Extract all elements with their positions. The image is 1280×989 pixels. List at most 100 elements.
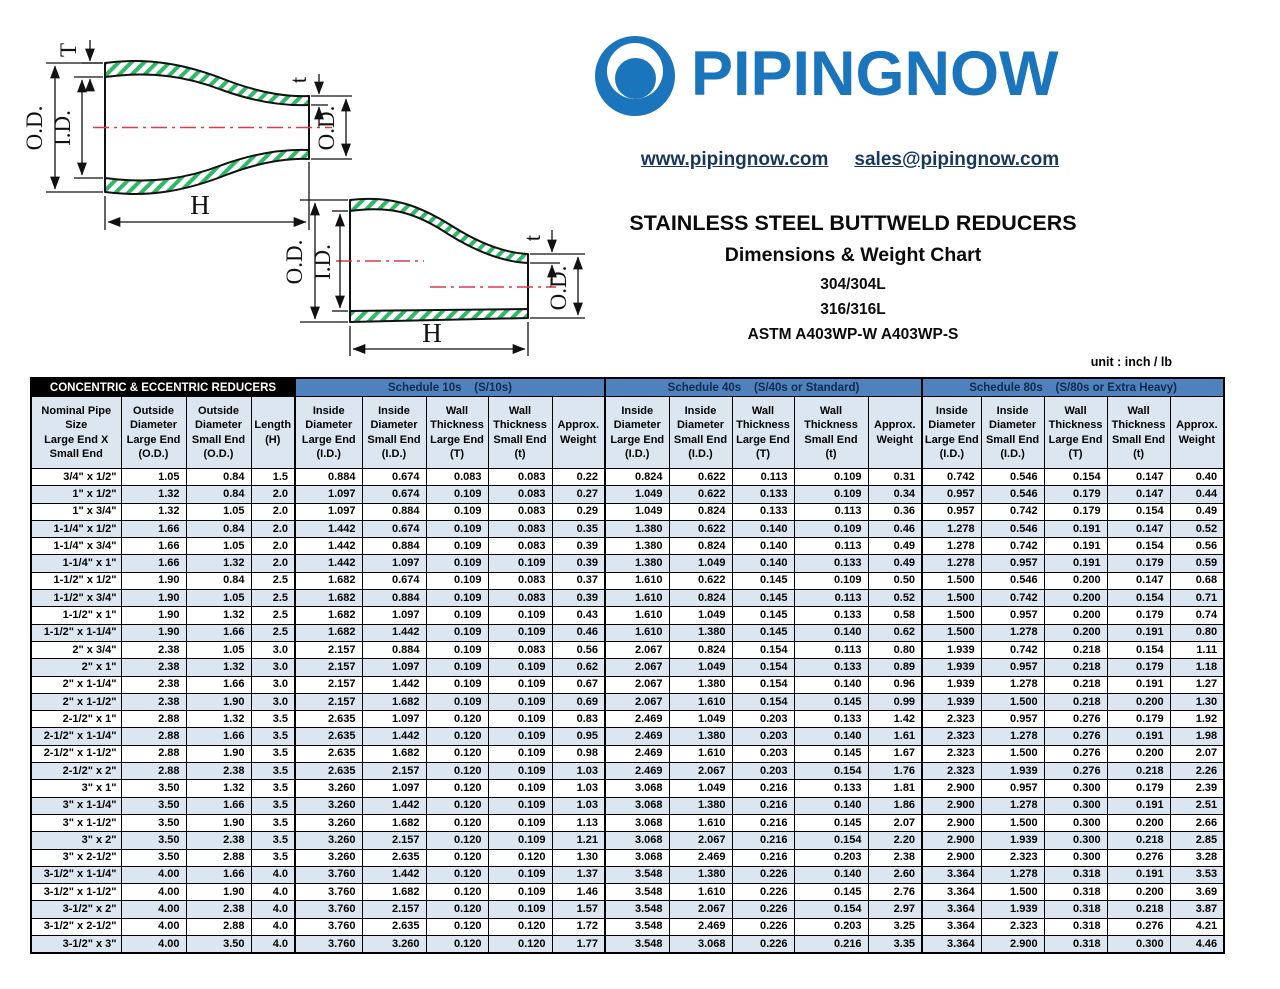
table-cell: 3.068 xyxy=(604,848,670,867)
table-cell: 1.90 xyxy=(120,589,187,608)
table-cell: 2-1/2" x 1-1/2" xyxy=(30,744,122,764)
table-cell: 1.500 xyxy=(921,623,982,642)
table-cell: 0.120 xyxy=(425,762,489,781)
table-cell: 0.95 xyxy=(551,727,606,746)
table-row: 3" x 1" 3.50 1.32 3.5 3.260 1.097 0.120 0.109 1.… xyxy=(30,779,1225,798)
unit-note: unit : inch / lb xyxy=(1090,355,1172,369)
table-cell: 0.109 xyxy=(487,900,553,919)
website-link[interactable]: www.pipingnow.com xyxy=(640,149,829,170)
table-cell: 3.760 xyxy=(294,865,363,885)
table-cell: 1.939 xyxy=(921,692,982,712)
table-cell: 0.140 xyxy=(793,865,869,885)
table-cell: 1.939 xyxy=(980,831,1045,850)
table-cell: 0.133 xyxy=(793,710,869,729)
table-cell: 1.049 xyxy=(604,502,670,521)
table-cell: 0.622 xyxy=(668,467,733,487)
table-cell: 1.76 xyxy=(867,762,923,781)
table-cell: 1.049 xyxy=(668,606,733,625)
table-cell: 1.610 xyxy=(668,744,733,764)
table-row: 3-1/2" x 1-1/2" 4.00 1.90 4.0 3.760 1.682 0.12… xyxy=(30,883,1225,902)
table-cell: 0.145 xyxy=(731,571,795,591)
table-cell: 0.957 xyxy=(980,554,1045,573)
table-cell: 0.37 xyxy=(551,571,606,591)
column-header: Nominal Pipe Size Large End X Small End xyxy=(30,396,122,469)
table-cell: 0.83 xyxy=(551,710,606,729)
table-cell: 1.380 xyxy=(668,675,733,694)
table-cell: 3-1/2" x 2-1/2" xyxy=(30,917,122,937)
table-cell: 0.884 xyxy=(294,467,363,487)
table-row: 2-1/2" x 1-1/2" 2.88 1.90 3.5 2.635 1.682 0.12… xyxy=(30,744,1225,764)
table-cell: 0.120 xyxy=(425,831,489,850)
table-cell: 2.07 xyxy=(867,813,923,833)
table-cell: 1.66 xyxy=(185,675,252,694)
table-cell: 1.03 xyxy=(551,762,606,781)
table-cell: 0.216 xyxy=(793,935,869,954)
table-cell: 0.957 xyxy=(921,485,982,504)
table-cell: 0.742 xyxy=(980,502,1045,521)
dim-label-od-small-2: O.D. xyxy=(546,266,571,311)
table-cell: 1.66 xyxy=(185,865,252,885)
table-cell: 0.133 xyxy=(793,554,869,573)
table-cell: 0.276 xyxy=(1106,848,1171,867)
table-cell: 1-1/2" x 3/4" xyxy=(30,589,122,608)
table-cell: 0.84 xyxy=(185,519,252,539)
table-cell: 2.323 xyxy=(921,762,982,781)
table-cell: 1.442 xyxy=(294,554,363,573)
table-cell: 3.69 xyxy=(1169,883,1225,902)
table-cell: 1.72 xyxy=(551,917,606,937)
table-cell: 0.36 xyxy=(867,502,923,521)
table-cell: 0.824 xyxy=(668,502,733,521)
table-row: 1-1/4" x 1" 1.66 1.32 2.0 1.442 1.097 0.109 0.1… xyxy=(30,554,1225,573)
table-cell: 3.760 xyxy=(294,917,363,937)
table-cell: 0.133 xyxy=(793,606,869,625)
table-cell: 0.43 xyxy=(551,606,606,625)
table-cell: 0.113 xyxy=(793,589,869,608)
table-cell: 1.500 xyxy=(921,589,982,608)
page-subtitle: Dimensions & Weight Chart xyxy=(724,244,982,266)
table-cell: 0.80 xyxy=(1169,623,1225,642)
table-cell: 4.0 xyxy=(250,935,296,954)
table-cell: 0.218 xyxy=(1106,762,1171,781)
table-cell: 0.226 xyxy=(731,865,795,885)
table-cell: 3.260 xyxy=(294,779,363,798)
table-cell: 0.46 xyxy=(551,623,606,642)
table-row: 3-1/2" x 1-1/4" 4.00 1.66 4.0 3.760 1.442 0.12… xyxy=(30,865,1225,885)
table-cell: 0.140 xyxy=(793,727,869,746)
column-header: Inside Diameter Small End (I.D.) xyxy=(361,396,427,469)
column-header: Wall Thickness Small End (t) xyxy=(1106,396,1171,469)
column-header: Inside Diameter Large End (I.D.) xyxy=(921,396,982,469)
table-cell: 2-1/2" x 1-1/4" xyxy=(30,727,122,746)
table-cell: 2.157 xyxy=(294,675,363,694)
table-cell: 1.500 xyxy=(980,692,1045,712)
table-cell: 2.469 xyxy=(668,917,733,937)
table-cell: 0.216 xyxy=(731,831,795,850)
table-cell: 1.86 xyxy=(867,796,923,815)
table-cell: 0.35 xyxy=(551,519,606,539)
table-cell: 0.109 xyxy=(425,485,489,504)
logo-crescent-shape xyxy=(607,43,663,99)
table-cell: 3-1/2" x 1-1/4" xyxy=(30,865,122,885)
table-cell: 0.226 xyxy=(731,900,795,919)
table-cell: 0.179 xyxy=(1106,710,1171,729)
table-cell: 1.442 xyxy=(294,519,363,539)
table-row: 3-1/2" x 3" 4.00 3.50 4.0 3.760 3.260 0.120 0.1… xyxy=(30,935,1225,954)
table-cell: 0.145 xyxy=(793,813,869,833)
table-cell: 3.0 xyxy=(250,640,296,660)
table-cell: 2.469 xyxy=(604,710,670,729)
table-cell: 1.097 xyxy=(294,485,363,504)
table-cell: 0.120 xyxy=(425,848,489,867)
table-cell: 0.84 xyxy=(185,467,252,487)
contact-links: www.pipingnow.com sales@pipingnow.com xyxy=(600,149,1100,171)
dimension-lines xyxy=(46,40,585,356)
email-link[interactable]: sales@pipingnow.com xyxy=(854,149,1060,170)
table-cell: 0.109 xyxy=(425,658,489,677)
table-cell: 1.097 xyxy=(361,606,427,625)
table-cell: 2.635 xyxy=(361,917,427,937)
table-cell: 0.203 xyxy=(731,727,795,746)
table-cell: 1.30 xyxy=(1169,692,1225,712)
table-row: 1" x 3/4" 1.32 1.05 2.0 1.097 0.884 0.109 0.083… xyxy=(30,502,1225,521)
table-cell: 1.097 xyxy=(361,554,427,573)
table-cell: 0.884 xyxy=(361,537,427,556)
table-row: 1-1/2" x 3/4" 1.90 1.05 2.5 1.682 0.884 0.109 0… xyxy=(30,589,1225,608)
table-cell: 0.133 xyxy=(731,485,795,504)
